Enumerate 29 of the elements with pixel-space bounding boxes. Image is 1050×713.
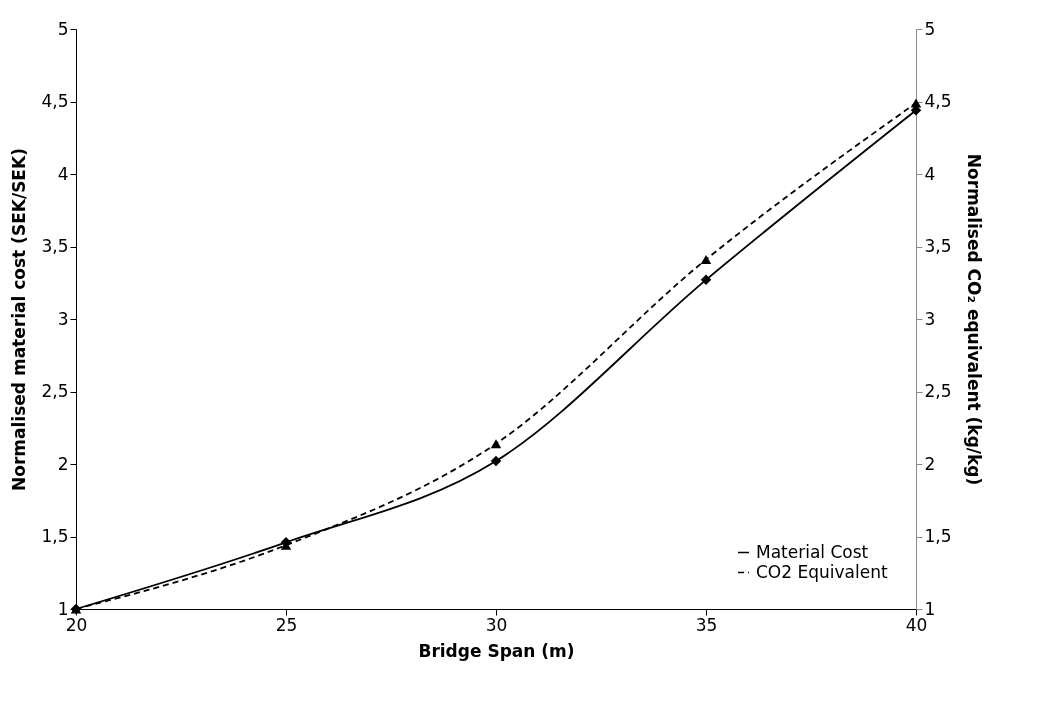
y-axis-title: Normalised material cost (SEK/SEK): [9, 148, 30, 491]
y-tick-label: 4: [57, 163, 69, 184]
x-tick-label: 35: [695, 614, 718, 635]
y2-tick-label: 2: [924, 453, 936, 474]
point: [910, 98, 922, 108]
y-tick-label: 4,5: [41, 91, 69, 111]
point: [700, 255, 712, 265]
x-tick-label: 30: [485, 614, 508, 635]
y2-tick-label: 2,5: [924, 381, 952, 401]
y2-tick-label: 4: [924, 163, 936, 184]
y2-tick-label: 5: [924, 18, 936, 39]
point: [490, 439, 502, 449]
y-tick-label: 5: [57, 18, 69, 39]
x-axis-title: Bridge Span (m): [418, 640, 575, 661]
x-tick-label: 25: [275, 614, 298, 635]
legend-label: Material Cost: [756, 541, 869, 562]
y2-tick-label: 4,5: [924, 91, 952, 111]
legend-label: CO2 Equivalent: [756, 561, 888, 582]
y-tick-label: 1,5: [41, 526, 69, 546]
y-tick-label: 2,5: [41, 381, 69, 401]
y2-tick-label: 3: [924, 308, 936, 329]
y2-axis-title: Normalised CO₂ equivalent (kg/kg): [963, 153, 984, 486]
y-tick-label: 2: [57, 453, 69, 474]
y2-tick-label: 1,5: [924, 526, 952, 546]
y2-tick-label: 3,5: [924, 236, 952, 256]
y-tick-label: 3: [57, 308, 69, 329]
y-tick-label: 3,5: [41, 236, 69, 256]
point: [490, 455, 502, 467]
point: [700, 274, 712, 286]
